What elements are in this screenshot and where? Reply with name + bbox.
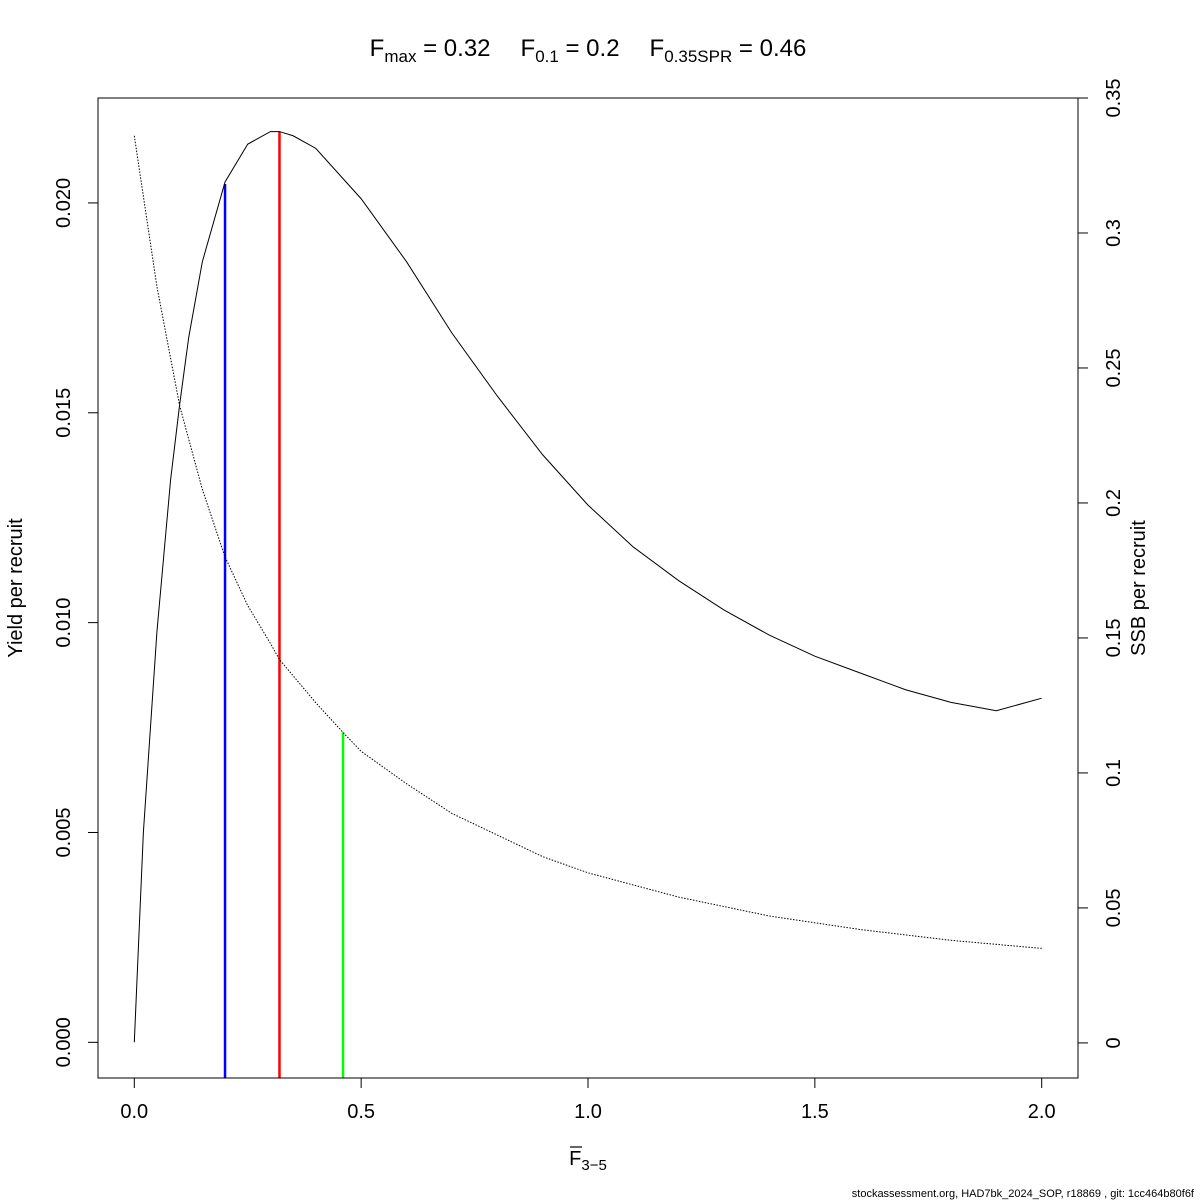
chart-title: Fmax = 0.32 F0.1 = 0.2 F0.35SPR = 0.46 (370, 35, 807, 66)
title-part-1-subscript: 0.1 (535, 47, 559, 66)
x-axis-title: F3−5 (569, 1148, 607, 1174)
plot-frame (97, 97, 1079, 1079)
y-left-tick-label: 0.015 (53, 388, 75, 438)
x-tick-label: 1.5 (801, 1101, 829, 1123)
x-tick-label: 2.0 (1028, 1101, 1056, 1123)
y-right-tick-label: 0.35 (1103, 79, 1125, 118)
title-part-2-subscript: 0.35SPR (664, 47, 732, 66)
x-tick-label: 0.5 (347, 1101, 375, 1123)
reference-lines (223, 131, 345, 1078)
y-left-tick-label: 0.000 (53, 1017, 75, 1067)
ssb-per-recruit-line (133, 135, 1042, 949)
title-part-2-symbol: F (650, 35, 665, 62)
y-left-tick-label: 0.020 (53, 178, 75, 228)
y-left-tick-label: 0.005 (53, 807, 75, 857)
y-left-tick-label: 0.010 (53, 598, 75, 648)
y-right-tick-label: 0.25 (1103, 349, 1125, 388)
y-left-axis: 0.000 0.005 0.010 0.015 0.020 (53, 178, 99, 1067)
x-axis-title-subscript: 3−5 (581, 1157, 606, 1174)
title-part-1-value: = 0.2 (559, 35, 620, 62)
x-tick-label: 0.0 (120, 1101, 148, 1123)
x-axis: 0.0 0.5 1.0 1.5 2.0 (120, 1077, 1056, 1123)
y-right-tick-label: 0.3 (1103, 219, 1125, 247)
y-right-tick-label: 0.05 (1103, 888, 1125, 927)
y-right-axis-title: SSB per recruit (1128, 520, 1150, 656)
x-axis-title-symbol: F (569, 1148, 581, 1170)
y-left-axis-title: Yield per recruit (5, 518, 27, 658)
footer-text: stockassessment.org, HAD7bk_2024_SOP, r1… (852, 1188, 1195, 1200)
title-part-1-symbol: F (521, 35, 536, 62)
x-tick-label: 1.0 (574, 1101, 602, 1123)
y-right-tick-label: 0.2 (1103, 489, 1125, 517)
title-part-0-symbol: F (370, 35, 385, 62)
title-part-2-value: = 0.46 (732, 35, 806, 62)
y-right-axis: 0 0.05 0.1 0.15 0.2 0.25 0.3 0.35 (1077, 79, 1125, 1048)
series-group (133, 131, 1042, 1043)
title-part-0-value: = 0.32 (416, 35, 490, 62)
y-right-tick-label: 0.15 (1103, 618, 1125, 657)
title-part-0-subscript: max (384, 47, 417, 66)
y-right-tick-label: 0.1 (1103, 759, 1125, 787)
yield-per-recruit-line (133, 131, 1042, 1043)
y-right-tick-label: 0 (1103, 1037, 1125, 1048)
